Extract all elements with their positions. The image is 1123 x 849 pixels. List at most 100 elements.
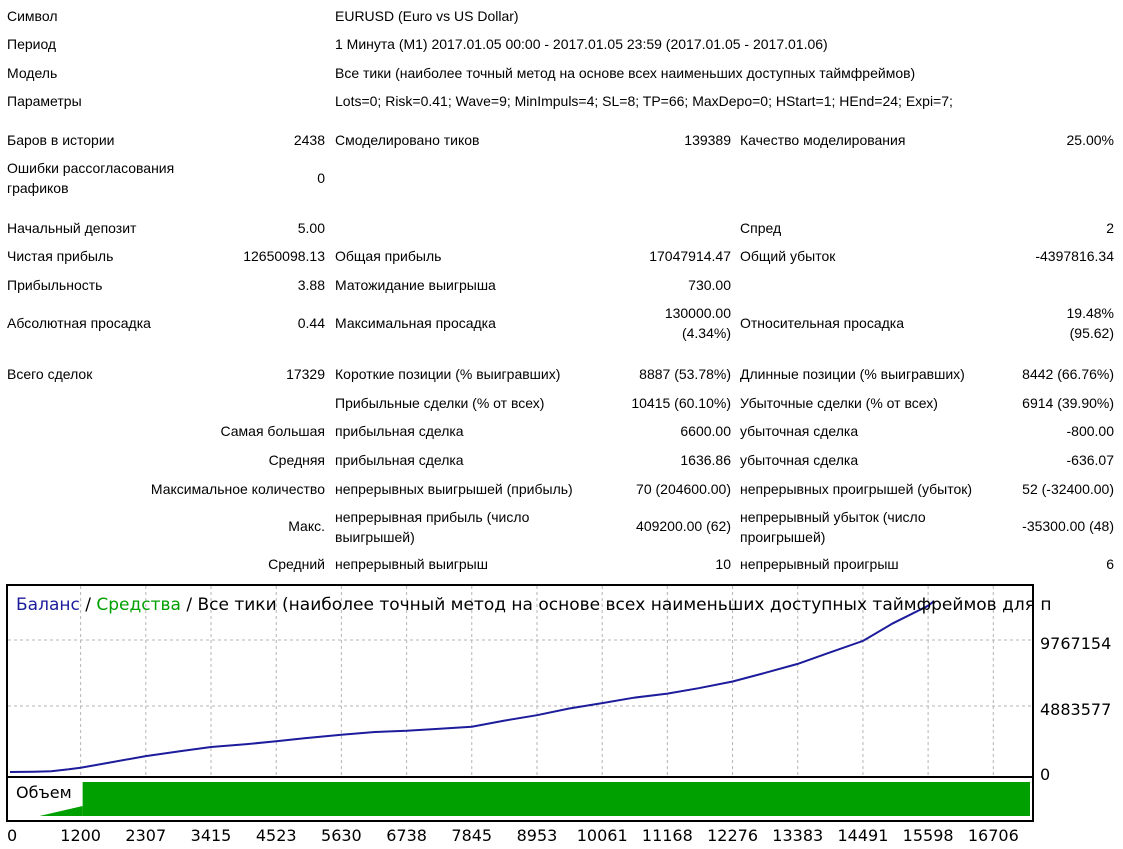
params-label: Параметры (7, 93, 82, 109)
bars-label: Баров в истории (7, 132, 115, 148)
y-tick-label: 9767154 (1040, 634, 1112, 653)
max-cons-profit-label: непрерывная прибыль (число выигрышей) (335, 509, 530, 545)
x-tick-label: 7845 (451, 826, 493, 845)
x-tick-label: 12276 (707, 826, 759, 845)
x-tick-label: 10061 (576, 826, 628, 845)
gross-profit-label: Общая прибыль (335, 248, 442, 264)
chart-title-equity: Средства (96, 595, 181, 615)
largest-label: Самая большая (220, 423, 326, 439)
balance-series-line (9, 600, 935, 773)
avg-cons-loss-label: непрерывный проигрыш (740, 556, 899, 572)
x-tick-label: 1200 (60, 826, 101, 845)
mismatch-value: 0 (317, 170, 325, 186)
bars-value: 2438 (293, 132, 325, 148)
volume-chart-svg (39, 782, 1030, 816)
period-value: 1 Минута (M1) 2017.01.05 00:00 - 2017.01… (335, 36, 828, 52)
avg-cons-label: Средний (268, 556, 325, 572)
rel-drawdown-value: 19.48% (1066, 305, 1114, 321)
balance-chart: Баланс / Средства / Все тики (наиболее т… (6, 584, 1051, 778)
params-value: Lots=0; Risk=0.41; Wave=9; MinImpuls=4; … (335, 93, 953, 109)
profit-factor-label: Прибыльность (7, 277, 103, 293)
volume-bar (82, 782, 1030, 816)
avg-cons-profit-label: непрерывный выигрыш (335, 556, 488, 572)
gross-loss-label: Общий убыток (740, 248, 836, 264)
abs-drawdown-value: 0.44 (297, 315, 325, 331)
average-loss-value: -636.07 (1066, 452, 1114, 468)
quality-label: Качество моделирования (740, 132, 906, 148)
total-trades-label: Всего сделок (7, 366, 93, 382)
period-label: Период (7, 36, 57, 52)
largest-profit-value: 6600.00 (680, 423, 731, 439)
long-positions-value: 8442 (66.76%) (1022, 366, 1114, 382)
expected-payoff-value: 730.00 (688, 277, 731, 293)
ticks-value: 139389 (684, 132, 731, 148)
avg-cons-profit-value: 10 (715, 556, 731, 572)
x-tick-label: 0 (7, 826, 18, 845)
rel-drawdown-amount: (95.62) (1069, 325, 1114, 341)
x-tick-label: 4523 (255, 826, 297, 845)
chart-title-balance: Баланс (16, 595, 80, 615)
short-positions-label: Короткие позиции (% выигравших) (335, 366, 561, 382)
profit-trades-label: Прибыльные сделки (% от всех) (335, 395, 545, 411)
max-count-loss-value: 52 (-32400.00) (1022, 481, 1114, 497)
short-positions-value: 8887 (53.78%) (639, 366, 731, 382)
model-label: Модель (7, 65, 58, 81)
expected-payoff-label: Матожидание выигрыша (335, 277, 496, 293)
max-count-loss-label: непрерывных проигрышей (убыток) (740, 481, 973, 497)
gross-profit-value: 17047914.47 (649, 248, 731, 264)
abs-drawdown-label: Абсолютная просадка (7, 315, 151, 331)
symbol-label: Символ (7, 8, 58, 24)
x-tick-label: 15598 (902, 826, 954, 845)
max-drawdown-label: Максимальная просадка (335, 315, 496, 331)
rel-drawdown-label: Относительная просадка (740, 315, 904, 331)
x-tick-label: 2307 (125, 826, 167, 845)
average-profit-value: 1636.86 (680, 452, 731, 468)
deposit-label: Начальный депозит (7, 220, 137, 236)
largest-profit-label: прибыльная сделка (335, 423, 464, 439)
loss-trades-label: Убыточные сделки (% от всех) (740, 395, 938, 411)
largest-loss-value: -800.00 (1066, 423, 1114, 439)
average-loss-label: убыточная сделка (740, 452, 859, 468)
max-drawdown-value: 130000.00 (664, 305, 731, 321)
max-cons-profit-value: 409200.00 (62) (636, 518, 731, 534)
profit-factor-value: 3.88 (297, 277, 325, 293)
x-tick-label: 3415 (190, 826, 232, 845)
net-profit-label: Чистая прибыль (7, 248, 114, 264)
max-count-label: Максимальное количество (150, 481, 325, 497)
x-tick-label: 14491 (837, 826, 889, 845)
max-cons-label: Макс. (288, 518, 325, 534)
mismatch-label: Ошибки рассогласования графиков (7, 160, 175, 196)
chart-title-rest: Все тики (наиболее точный метод на основ… (197, 595, 1052, 615)
chart-title-sep1: / (79, 595, 97, 615)
avg-cons-loss-value: 6 (1106, 556, 1114, 572)
chart-title-sep2: / (180, 595, 198, 615)
total-trades-value: 17329 (286, 366, 325, 382)
model-value: Все тики (наиболее точный метод на основ… (335, 65, 916, 81)
max-count-profit-value: 70 (204600.00) (636, 481, 731, 497)
x-tick-label: 11168 (641, 826, 693, 845)
spread-label: Спред (740, 220, 782, 236)
gross-loss-value: -4397816.34 (1035, 248, 1114, 264)
ticks-label: Смоделировано тиков (335, 132, 480, 148)
max-drawdown-percent: (4.34%) (681, 325, 731, 341)
profit-trades-value: 10415 (60.10%) (631, 395, 731, 411)
x-tick-label: 6738 (386, 826, 427, 845)
largest-loss-label: убыточная сделка (740, 423, 859, 439)
max-count-profit-label: непрерывных выигрышей (прибыль) (335, 481, 573, 497)
average-label: Средняя (268, 452, 325, 468)
x-tick-label: 8953 (516, 826, 558, 845)
symbol-value: EURUSD (Euro vs US Dollar) (335, 8, 519, 24)
max-cons-loss-value: -35300.00 (48) (1022, 518, 1114, 534)
x-tick-label: 13383 (772, 826, 824, 845)
quality-value: 25.00% (1066, 132, 1114, 148)
x-tick-label: 5630 (321, 826, 362, 845)
balance-chart-svg (8, 586, 1032, 776)
loss-trades-value: 6914 (39.90%) (1022, 395, 1114, 411)
volume-ramp (39, 806, 83, 816)
y-tick-label: 4883577 (1040, 700, 1112, 719)
long-positions-label: Длинные позиции (% выигравших) (740, 366, 965, 382)
max-cons-loss-label: непрерывный убыток (число проигрышей) (740, 509, 926, 545)
volume-chart: Объем (6, 778, 1034, 822)
deposit-value: 5.00 (297, 220, 325, 236)
spread-value: 2 (1106, 220, 1114, 236)
